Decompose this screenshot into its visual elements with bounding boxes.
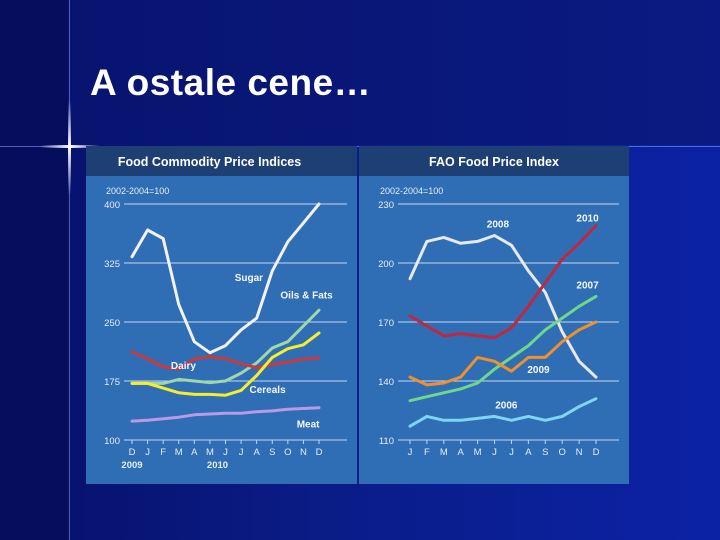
x-tick-label: J	[239, 447, 244, 458]
slide-title: A ostale cene…	[90, 62, 372, 103]
y-tick-label: 250	[104, 318, 120, 329]
x-tick-label: J	[145, 447, 150, 458]
x-tick-label: M	[175, 447, 183, 458]
left-band	[0, 0, 68, 540]
series-line-sugar	[130, 202, 321, 355]
y-tick-label: 230	[378, 200, 394, 211]
series-line-2006	[408, 397, 598, 428]
series-label: Cereals	[250, 385, 287, 396]
chart-panel-commodity: Food Commodity Price Indices 2002-2004=10…	[86, 146, 357, 484]
series-label: 2008	[487, 220, 510, 231]
series-line-cereals	[130, 331, 321, 397]
chart-subtitle: 2002-2004=100	[106, 186, 169, 196]
x-tick-label: N	[576, 447, 583, 458]
series-line-dairy	[130, 350, 321, 371]
vertical-rule	[69, 0, 70, 540]
x-tick-label: S	[269, 447, 275, 458]
x-tick-label: A	[525, 447, 532, 458]
x-tick-label: A	[458, 447, 465, 458]
y-tick-label: 170	[378, 318, 394, 329]
chart-commodity-svg: Food Commodity Price Indices 2002-2004=10…	[86, 146, 357, 471]
x-tick-label: O	[558, 447, 565, 458]
y-tick-label: 110	[379, 436, 394, 447]
series-line-meat	[130, 406, 321, 423]
x-tick-label: A	[253, 447, 260, 458]
x-tick-label: F	[424, 447, 430, 458]
series-label: Meat	[297, 419, 320, 430]
series-line-2008	[408, 234, 598, 379]
chart-panel-fao: FAO Food Price Index 2002-2004=100 110 140 1…	[359, 146, 629, 484]
series-line-2007	[408, 294, 598, 403]
series-line-2010	[408, 224, 598, 340]
x-tick-label: J	[492, 447, 497, 458]
x-tick-label: J	[509, 447, 514, 458]
x-tick-label: D	[129, 447, 136, 458]
x-tick-label: O	[284, 447, 291, 458]
y-tick-label: 175	[104, 377, 120, 388]
series-label: Sugar	[235, 273, 263, 284]
x-tick-label: J	[223, 447, 228, 458]
chart-title: Food Commodity Price Indices	[118, 155, 301, 169]
sparkle-vertical	[68, 100, 71, 195]
x-tick-label: F	[160, 447, 166, 458]
y-tick-label: 100	[104, 436, 120, 447]
series-label: Dairy	[171, 361, 196, 372]
chart-subtitle: 2002-2004=100	[380, 186, 443, 196]
x-tick-label: M	[206, 447, 214, 458]
y-tick-label: 325	[104, 259, 120, 270]
y-tick-label: 140	[378, 377, 394, 388]
series-label: 2007	[576, 281, 599, 292]
series-line-oils-fats	[130, 308, 321, 385]
x-tick-label: D	[593, 447, 600, 458]
x-tick-label: M	[474, 447, 482, 458]
y-tick-label: 400	[104, 200, 120, 211]
x-tick-label: A	[191, 447, 198, 458]
series-label: 2009	[527, 365, 550, 376]
x-tick-label: M	[440, 447, 448, 458]
x-tick-label: D	[316, 447, 323, 458]
year-label: 2010	[207, 460, 228, 471]
series-label: 2010	[576, 214, 599, 225]
chart-title-bar	[86, 146, 357, 176]
chart-fao-svg: FAO Food Price Index 2002-2004=100 110 140 1…	[359, 146, 629, 458]
year-label: 2009	[121, 460, 142, 471]
chart-title-bar	[359, 146, 629, 176]
series-line-2009	[408, 320, 598, 387]
x-tick-label: S	[542, 447, 548, 458]
chart-title: FAO Food Price Index	[429, 155, 559, 169]
x-tick-label: N	[300, 447, 307, 458]
top-band	[68, 0, 720, 145]
series-label: Oils & Fats	[280, 290, 333, 301]
y-tick-label: 200	[378, 259, 394, 270]
series-label: 2006	[495, 401, 518, 412]
x-tick-label: J	[408, 447, 413, 458]
